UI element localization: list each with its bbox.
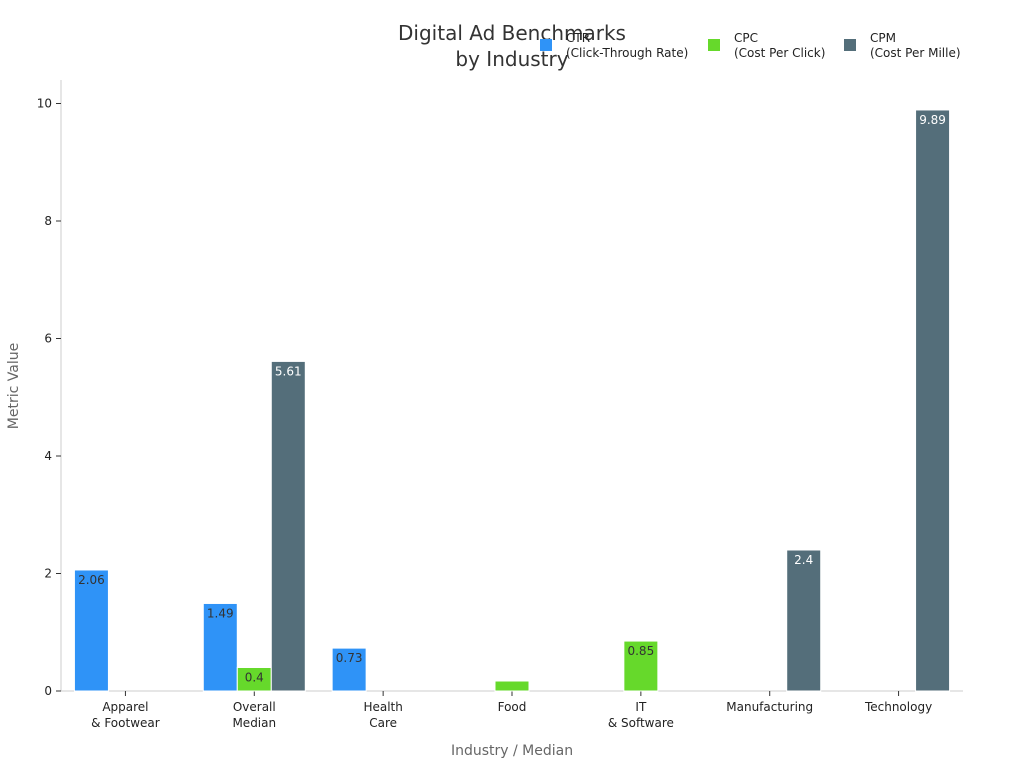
x-tick-label: Food (498, 700, 527, 714)
bar-data-label: 0.85 (627, 644, 654, 658)
y-tick-label: 10 (37, 97, 52, 111)
bar-data-label: 2.06 (78, 573, 105, 587)
bar-data-label: 1.49 (207, 606, 234, 620)
x-tick-label: Health Care (363, 700, 402, 730)
x-tick-label: Technology (864, 700, 932, 714)
legend-swatch (540, 39, 552, 51)
x-tick-label: Overall Median (232, 700, 276, 730)
bar (623, 640, 659, 692)
bar (331, 647, 367, 692)
y-axis-label: Metric Value (6, 343, 22, 429)
y-tick-label: 6 (44, 332, 52, 346)
legend-entry: CPM(Cost Per Mille) (844, 31, 961, 60)
y-tick-label: 8 (44, 214, 52, 228)
legend-sublabel: (Cost Per Mille) (870, 46, 961, 60)
legend-label: CPC (734, 31, 758, 45)
legend-entry: CPC(Cost Per Click) (708, 31, 825, 60)
x-tick-label: Apparel & Footwear (91, 700, 160, 730)
y-tick-label: 4 (44, 449, 52, 463)
legend-label: CPM (870, 31, 896, 45)
bar (73, 569, 109, 692)
x-tick-label: Manufacturing (726, 700, 813, 714)
y-tick-label: 2 (44, 567, 52, 581)
plot-area: 0 2 4 6 8 10 Apparel & Footwear 2.06 Overall Media… (37, 80, 963, 730)
bar (494, 680, 530, 692)
chart-title-line-1: Digital Ad Benchmarks (398, 21, 626, 45)
legend-swatch (844, 39, 856, 51)
legend-sublabel: (Cost Per Click) (734, 46, 825, 60)
bar-data-label: 0.73 (336, 651, 363, 665)
bar (202, 602, 238, 692)
legend-swatch (708, 39, 720, 51)
legend-sublabel: (Click-Through Rate) (566, 46, 688, 60)
y-tick-label: 0 (44, 684, 52, 698)
bar (270, 360, 306, 692)
bar-data-label: 9.89 (919, 113, 946, 127)
bar (915, 109, 951, 692)
legend-label: CTR (566, 31, 590, 45)
legend: CTR(Click-Through Rate) CPC(Cost Per Clic… (540, 31, 961, 60)
x-axis-label: Industry / Median (451, 743, 573, 759)
bar-data-label: 2.4 (794, 553, 813, 567)
bar-data-label: 0.4 (245, 671, 264, 685)
bar-data-label: 5.61 (275, 364, 302, 378)
x-tick-label: IT & Software (608, 700, 674, 730)
legend-entry: CTR(Click-Through Rate) (540, 31, 688, 60)
bar (786, 549, 822, 692)
